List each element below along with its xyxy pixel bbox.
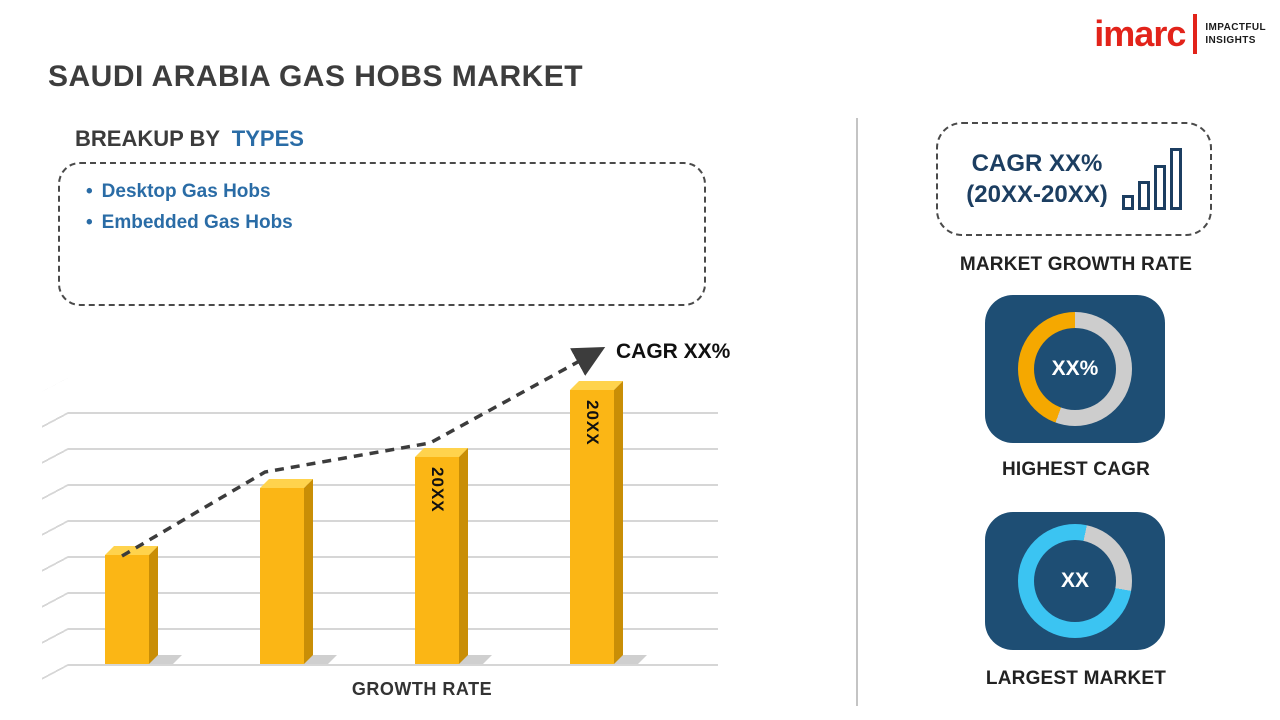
imarc-logo-wordmark: imarc (1094, 13, 1186, 54)
logo-tagline: IMPACTFUL INSIGHTS (1205, 21, 1266, 47)
page-title: SAUDI ARABIA GAS HOBS MARKET (48, 60, 584, 93)
breakup-types-box: Desktop Gas Hobs Embedded Gas Hobs (58, 162, 706, 306)
bar-chart-icon-bar (1153, 165, 1166, 210)
breakup-type-item: Embedded Gas Hobs (86, 207, 678, 238)
highest-cagr-caption: HIGHEST CAGR (1001, 459, 1151, 480)
bar-chart-icon-bar (1137, 181, 1150, 210)
largest-market-caption: LARGEST MARKET (985, 668, 1167, 689)
highest-cagr-value: XX% (1051, 357, 1099, 380)
cagr-annotation: CAGR XX% (616, 340, 731, 363)
bar-chart-icon-bar (1169, 148, 1182, 210)
bar-group-3: 20XX (415, 376, 492, 664)
largest-market-donut-chart: XX (1018, 524, 1132, 638)
logo-tagline-line2: INSIGHTS (1205, 35, 1256, 46)
largest-market-value: XX (1060, 569, 1089, 592)
chart-x-axis-label: GROWTH RATE (351, 679, 493, 699)
bar-label: 20XX (428, 466, 447, 513)
breakup-heading: BREAKUP BY TYPES (75, 126, 304, 152)
bar-label: 20XX (583, 400, 602, 446)
bar-year-4: 20XX (570, 390, 614, 664)
imarc-logo: imarc IMPACTFUL INSIGHTS (1094, 14, 1266, 54)
breakup-heading-prefix: BREAKUP BY (75, 126, 220, 151)
highest-cagr-tile: XX% (985, 295, 1165, 443)
market-growth-rate-caption: MARKET GROWTH RATE (959, 254, 1193, 275)
chart-3d-wall (42, 378, 68, 680)
bar-year-2 (260, 488, 304, 664)
cagr-box-line1: CAGR XX% (971, 149, 1103, 177)
bar-chart-icon-bar (1121, 195, 1134, 210)
bar-group-4: 20XX (570, 376, 647, 664)
growth-rate-bar-chart: 20XX 20XX (42, 376, 718, 680)
breakup-type-item: Desktop Gas Hobs (86, 176, 678, 207)
bar-year-1 (105, 554, 149, 664)
bar-group-1 (105, 376, 182, 664)
market-growth-rate-box: CAGR XX% (20XX-20XX) (936, 122, 1212, 236)
cagr-box-line2: (20XX-20XX) (966, 181, 1108, 208)
logo-tagline-line1: IMPACTFUL (1205, 22, 1266, 33)
logo-divider (1193, 14, 1198, 54)
bar-group-2 (260, 376, 337, 664)
cagr-box-text: CAGR XX% (20XX-20XX) (966, 148, 1107, 210)
breakup-types-list: Desktop Gas Hobs Embedded Gas Hobs (86, 176, 678, 238)
highest-cagr-donut-chart: XX% (1018, 312, 1132, 426)
bar-year-3: 20XX (415, 456, 459, 664)
vertical-divider (856, 118, 858, 706)
bar-chart-icon (1121, 148, 1182, 210)
largest-market-tile: XX (985, 512, 1165, 650)
breakup-heading-highlight: TYPES (231, 126, 304, 151)
